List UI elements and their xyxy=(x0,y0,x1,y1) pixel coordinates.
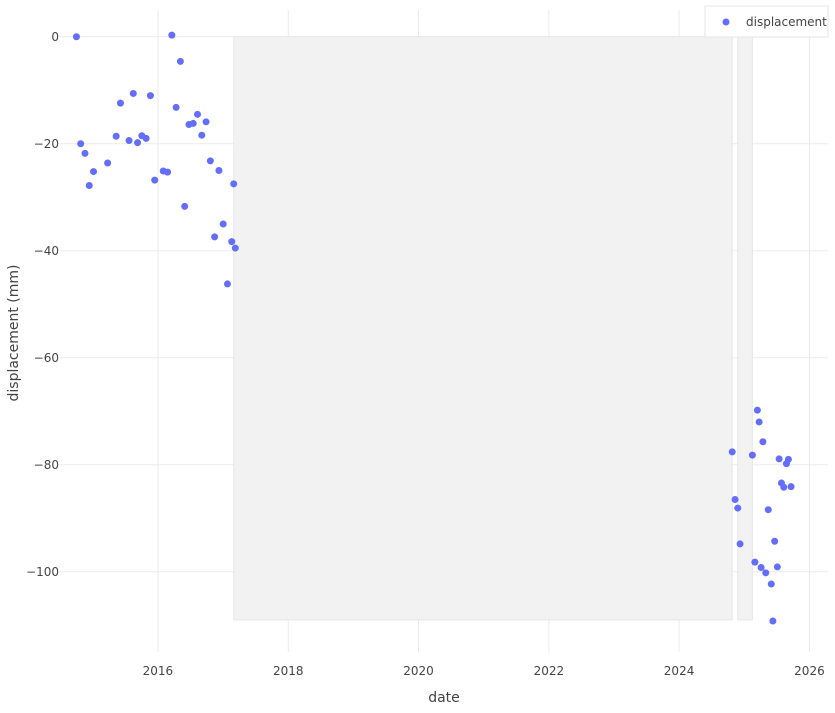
data-point[interactable] xyxy=(90,168,98,176)
x-tick-label: 2020 xyxy=(403,664,434,678)
data-point[interactable] xyxy=(194,110,202,118)
data-point[interactable] xyxy=(202,118,210,126)
data-point[interactable] xyxy=(731,496,739,504)
data-point[interactable] xyxy=(755,418,763,426)
x-axis-ticks: 2016 2018 2020 2022 2024 2026 xyxy=(143,664,825,678)
data-point[interactable] xyxy=(198,131,206,139)
data-point[interactable] xyxy=(176,57,184,65)
data-point[interactable] xyxy=(751,558,759,566)
data-point[interactable] xyxy=(764,506,772,514)
data-point[interactable] xyxy=(181,202,189,210)
data-point[interactable] xyxy=(762,569,770,577)
data-point[interactable] xyxy=(223,280,231,288)
data-point[interactable] xyxy=(206,157,214,165)
data-point[interactable] xyxy=(81,149,89,157)
data-point[interactable] xyxy=(771,537,779,545)
data-point[interactable] xyxy=(215,167,223,174)
data-point[interactable] xyxy=(753,406,761,414)
data-gap-regions xyxy=(233,36,753,621)
data-point[interactable] xyxy=(77,140,85,148)
scatter-points xyxy=(72,31,795,625)
data-point[interactable] xyxy=(769,617,777,625)
data-gap-region xyxy=(233,36,733,621)
y-tick-label: −100 xyxy=(26,565,59,579)
x-tick-label: 2024 xyxy=(664,664,695,678)
data-point[interactable] xyxy=(748,451,756,459)
x-axis-title: date xyxy=(428,690,460,706)
data-point[interactable] xyxy=(759,438,767,446)
x-tick-label: 2018 xyxy=(273,664,304,678)
legend-label: displacement xyxy=(746,15,827,29)
data-point[interactable] xyxy=(85,181,93,189)
data-point[interactable] xyxy=(172,103,180,111)
data-point[interactable] xyxy=(219,220,227,228)
data-gap-region xyxy=(737,36,753,621)
y-tick-label: −20 xyxy=(34,137,59,151)
data-point[interactable] xyxy=(780,483,788,491)
data-point[interactable] xyxy=(784,455,792,463)
data-point[interactable] xyxy=(736,540,744,548)
data-point[interactable] xyxy=(112,132,120,140)
data-point[interactable] xyxy=(231,244,239,252)
data-point[interactable] xyxy=(125,137,133,145)
y-axis-title: displacement (mm) xyxy=(6,265,22,402)
data-point[interactable] xyxy=(189,119,197,127)
data-point[interactable] xyxy=(104,159,112,167)
data-point[interactable] xyxy=(151,176,159,184)
x-tick-label: 2022 xyxy=(534,664,565,678)
x-tick-label: 2016 xyxy=(143,664,174,678)
legend-marker xyxy=(722,18,730,26)
y-axis-ticks: 0 −20 −40 −60 −80 −100 xyxy=(26,30,59,579)
y-tick-label: −40 xyxy=(34,244,59,258)
data-point[interactable] xyxy=(773,563,781,571)
data-point[interactable] xyxy=(728,448,736,456)
data-point[interactable] xyxy=(164,168,172,176)
data-point[interactable] xyxy=(775,455,783,463)
legend[interactable]: displacement xyxy=(704,5,829,38)
data-point[interactable] xyxy=(72,33,80,41)
data-point[interactable] xyxy=(757,563,765,571)
data-point[interactable] xyxy=(230,180,238,188)
data-point[interactable] xyxy=(116,99,124,107)
data-point[interactable] xyxy=(134,139,142,147)
data-point[interactable] xyxy=(146,92,154,100)
data-point[interactable] xyxy=(129,89,137,97)
data-point[interactable] xyxy=(228,238,236,246)
data-point[interactable] xyxy=(211,233,219,241)
data-point[interactable] xyxy=(787,483,795,491)
data-point[interactable] xyxy=(168,31,176,39)
y-tick-label: −60 xyxy=(34,351,59,365)
y-tick-label: −80 xyxy=(34,458,59,472)
x-tick-label: 2026 xyxy=(794,664,825,678)
data-point[interactable] xyxy=(767,580,775,588)
data-point[interactable] xyxy=(734,504,742,512)
y-tick-label: 0 xyxy=(51,30,59,44)
data-point[interactable] xyxy=(142,134,150,142)
